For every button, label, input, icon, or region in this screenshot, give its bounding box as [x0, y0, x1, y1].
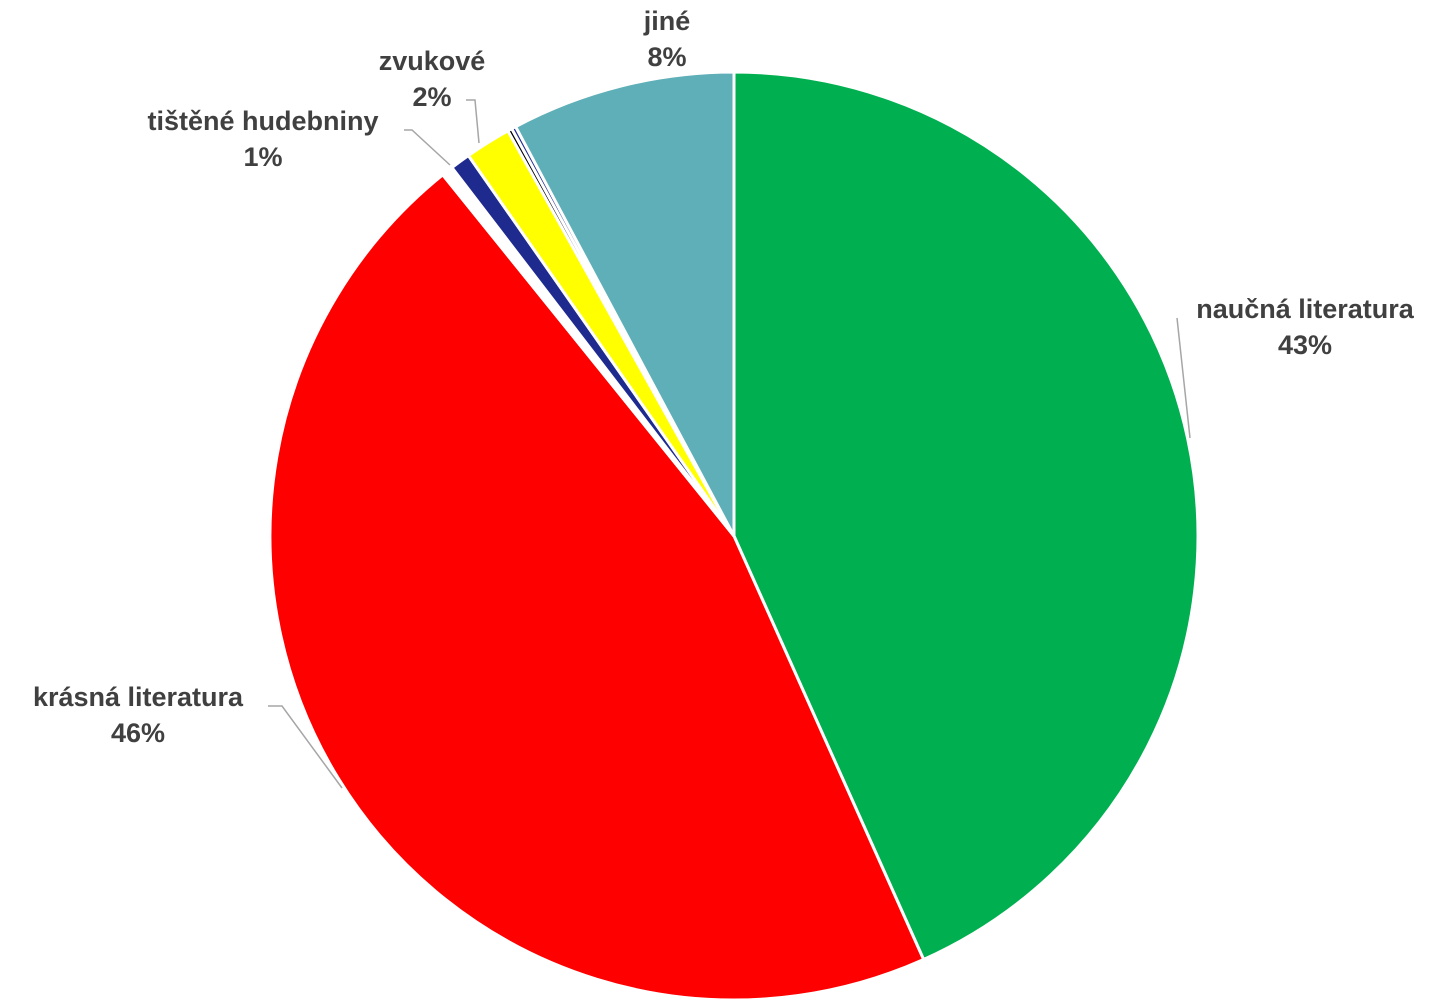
leader-line-naucna-literatura	[1176, 317, 1191, 439]
leader-line-krasna-literatura	[268, 705, 343, 789]
slice-percent-zvukove: 2%	[412, 82, 451, 112]
slice-percent-naucna-literatura: 43%	[1278, 330, 1332, 360]
slice-name-krasna-literatura: krásná literatura	[33, 682, 244, 712]
pie-slice-naucna-literatura	[732, 70, 1200, 961]
slice-percent-jine: 8%	[647, 42, 686, 72]
slice-name-jine: jiné	[643, 6, 691, 36]
leader-line-zvukove	[466, 99, 480, 144]
slice-percent-tistene-hudebniny: 1%	[243, 142, 282, 172]
slice-name-zvukove: zvukové	[379, 46, 486, 76]
leader-lines	[268, 99, 1191, 789]
slice-name-tistene-hudebniny: tištěné hudebniny	[147, 106, 378, 136]
pie-slices	[268, 70, 1200, 1000]
slice-percent-krasna-literatura: 46%	[111, 718, 165, 748]
slice-name-naucna-literatura: naučná literatura	[1196, 294, 1415, 324]
pie-slice-jine	[514, 70, 736, 538]
slice-labels: naučná literatura 43% krásná literatura 46%…	[33, 6, 1415, 748]
leader-line-tistene-hudebniny	[404, 129, 451, 166]
